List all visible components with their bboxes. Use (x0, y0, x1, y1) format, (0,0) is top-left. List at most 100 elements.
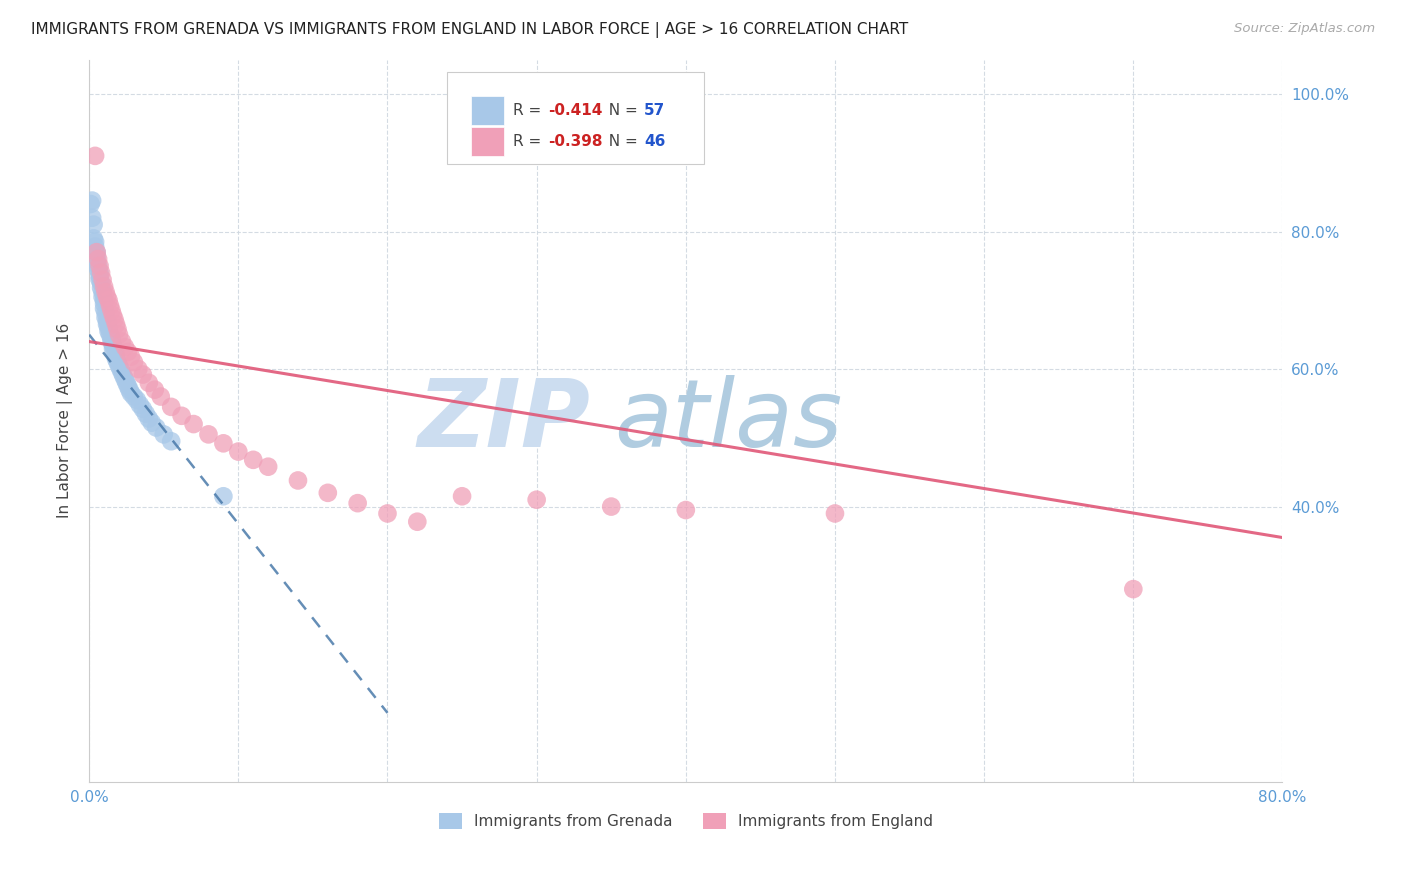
Point (125, 392, 148, 407)
Point (103, 312, 125, 326)
Point (141, 416, 163, 430)
Bar (471, 95, 505, 125)
Point (100, 334, 122, 349)
Point (86, 249, 108, 263)
Point (149, 390, 172, 404)
Point (115, 376, 138, 390)
Point (824, 507, 846, 521)
Point (101, 338, 124, 352)
Point (117, 379, 139, 393)
Point (91, 273, 114, 287)
Point (127, 362, 149, 376)
Point (97, 320, 120, 334)
Point (105, 318, 128, 332)
Point (96, 290, 118, 304)
Point (120, 350, 142, 364)
Point (91, 290, 114, 304)
Point (143, 383, 166, 397)
Point (138, 411, 160, 425)
Point (84, 240, 107, 254)
Point (82, 194, 104, 208)
Point (87, 252, 110, 266)
Point (107, 322, 129, 336)
Point (122, 355, 145, 369)
Text: R =: R = (513, 134, 546, 149)
Point (94, 306, 117, 320)
Point (94, 285, 117, 299)
Point (145, 420, 167, 434)
Point (122, 390, 145, 404)
Point (257, 459, 280, 474)
Point (90, 281, 112, 295)
Point (114, 340, 136, 354)
Point (160, 434, 183, 449)
Text: 57: 57 (644, 103, 665, 118)
Point (103, 344, 125, 359)
Point (101, 342, 124, 356)
Point (86, 245, 108, 260)
Point (111, 366, 134, 380)
Point (117, 344, 139, 359)
Point (197, 427, 219, 442)
Point (111, 334, 134, 349)
Point (110, 362, 132, 376)
Point (97, 324, 120, 338)
Point (98, 327, 121, 342)
Point (100, 331, 122, 345)
Point (90, 266, 112, 280)
Point (105, 348, 128, 362)
Text: N =: N = (599, 134, 643, 149)
Point (1122, 582, 1144, 596)
Point (105, 351, 128, 366)
Point (96, 314, 118, 328)
Point (86, 253, 108, 268)
Point (451, 489, 474, 503)
Point (98, 299, 121, 313)
Y-axis label: In Labor Force | Age > 16: In Labor Force | Age > 16 (58, 323, 73, 518)
Point (600, 500, 623, 514)
Point (108, 359, 131, 373)
Point (114, 372, 136, 386)
Point (287, 474, 309, 488)
Point (84, 149, 107, 163)
Point (93, 279, 115, 293)
Point (120, 386, 142, 401)
Point (86, 245, 108, 260)
Point (132, 368, 155, 382)
Text: -0.414: -0.414 (548, 103, 603, 118)
Point (112, 368, 135, 383)
Point (160, 400, 183, 414)
Text: atlas: atlas (614, 376, 842, 467)
Point (100, 303, 122, 318)
Point (101, 309, 124, 323)
Point (93, 301, 115, 316)
Text: -0.398: -0.398 (548, 134, 603, 149)
Point (82, 211, 104, 225)
Point (212, 489, 235, 503)
Point (118, 383, 141, 397)
Bar (471, 127, 505, 155)
Point (87, 259, 110, 273)
Point (377, 507, 399, 521)
Point (183, 417, 205, 431)
Text: R =: R = (513, 103, 546, 118)
Point (138, 376, 160, 390)
Point (675, 503, 697, 517)
Point (84, 235, 107, 249)
Text: Source: ZipAtlas.com: Source: ZipAtlas.com (1234, 22, 1375, 36)
Point (83, 231, 105, 245)
Point (97, 293, 120, 308)
Point (128, 398, 150, 412)
Text: 46: 46 (644, 134, 665, 149)
Point (212, 436, 235, 450)
Point (93, 296, 115, 310)
Point (346, 496, 368, 510)
Point (83, 218, 105, 232)
Point (108, 327, 131, 342)
Point (90, 276, 112, 290)
Point (132, 401, 155, 416)
Point (526, 492, 548, 507)
Point (89, 266, 111, 280)
Point (89, 269, 111, 284)
Point (94, 310, 117, 325)
